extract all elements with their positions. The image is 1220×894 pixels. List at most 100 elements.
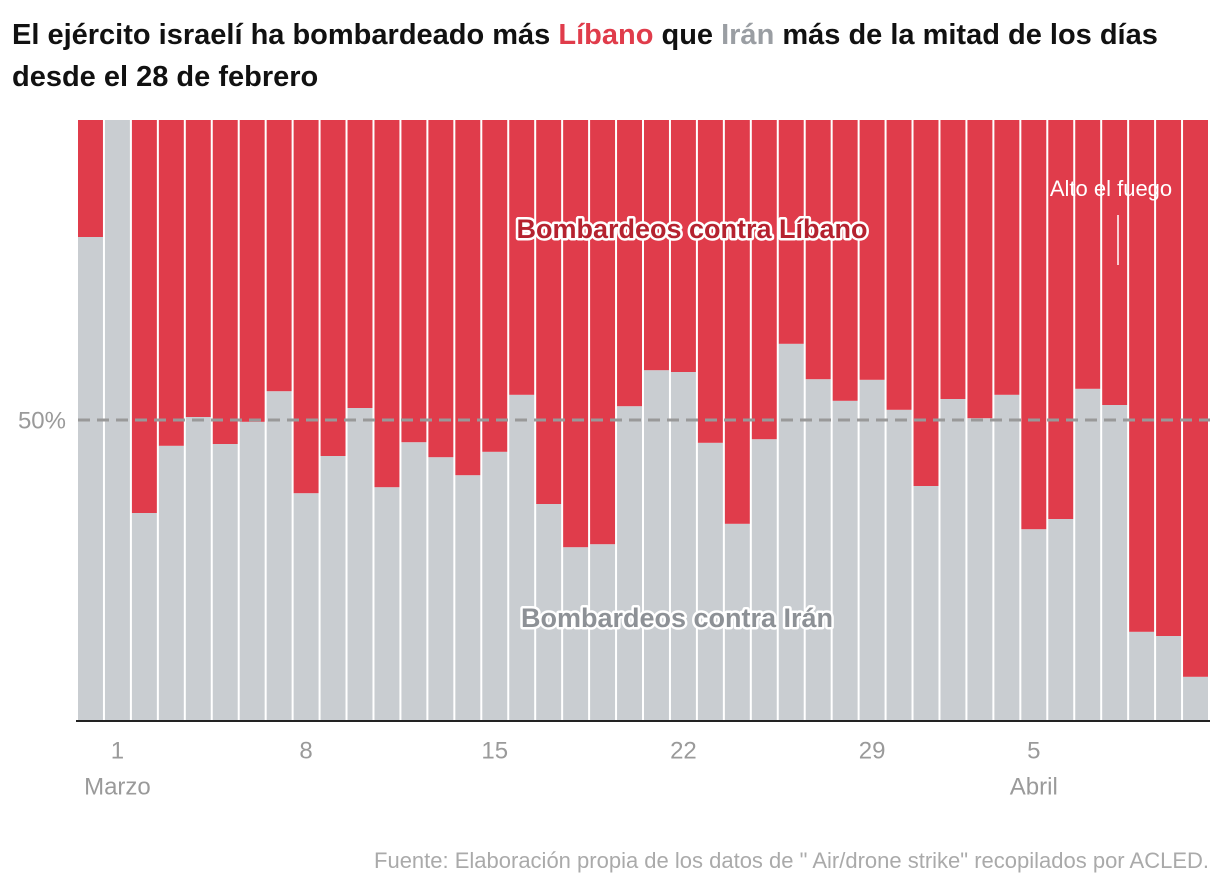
x-tick-label: 5: [1027, 737, 1040, 764]
x-tick-label: 29: [859, 737, 886, 764]
source: Fuente: Elaboración propia de los datos …: [374, 848, 1209, 873]
bar-segment: [590, 544, 616, 720]
bar-segment: [805, 120, 831, 380]
bar-segment: [158, 445, 184, 720]
month-label: Abril: [1010, 773, 1058, 800]
bar-segment: [994, 394, 1020, 720]
bar-segment: [967, 120, 993, 419]
bar-segment: [1183, 676, 1208, 720]
bar-segment: [131, 120, 157, 513]
chart-title: El ejército israelí ha bombardeado más L…: [12, 14, 1207, 98]
bar-segment: [185, 417, 211, 720]
series-label: Bombardeos contra Irán: [521, 603, 833, 633]
bar-segment: [886, 409, 912, 720]
y-tick-label: 50%: [18, 407, 66, 434]
bar-segment: [1129, 631, 1155, 720]
bar-segment: [1075, 388, 1101, 720]
bar-segment: [670, 120, 696, 372]
bar-segment: [1075, 120, 1101, 389]
bar-segment: [320, 120, 346, 456]
x-tick-label: 15: [481, 737, 508, 764]
bar-segment: [563, 547, 589, 720]
series-label: Bombardeos contra Líbano: [516, 214, 867, 244]
title-part: Irán: [721, 19, 775, 51]
bar-segment: [940, 399, 966, 720]
x-tick-label: 1: [111, 737, 124, 764]
bar-segment: [697, 442, 723, 720]
bar-segment: [509, 394, 535, 720]
bar-segment: [967, 418, 993, 720]
bar-segment: [78, 120, 103, 237]
bar-segment: [1129, 120, 1155, 632]
x-tick-label: 22: [670, 737, 697, 764]
bar-segment: [940, 120, 966, 399]
bar-segment: [994, 120, 1020, 395]
bar-segment: [131, 513, 157, 720]
bar-segment: [644, 370, 669, 720]
bar-segment: [428, 457, 454, 720]
bar-segment: [509, 120, 535, 395]
bar-segment: [859, 379, 885, 720]
bar-segment: [590, 120, 616, 545]
bar-segment: [401, 120, 427, 443]
bar-segment: [1156, 636, 1182, 720]
bar-segment: [1048, 120, 1074, 519]
x-tick-label: 8: [299, 737, 312, 764]
bar-segment: [670, 372, 696, 720]
bar-segment: [320, 456, 346, 720]
annotation: Alto el fuego: [1050, 176, 1172, 201]
bar-segment: [1048, 519, 1074, 720]
bar-segment: [724, 120, 750, 524]
bar-segment: [455, 120, 481, 476]
bar-segment: [644, 120, 669, 371]
title-part: que: [653, 19, 722, 51]
bar-segment: [212, 444, 238, 720]
bar-segment: [563, 120, 589, 548]
bar-segment: [374, 120, 400, 488]
bar-segment: [212, 120, 238, 444]
bar-segment: [1183, 120, 1208, 677]
bar-segment: [185, 120, 211, 417]
bar-segment: [832, 400, 858, 720]
bar-segment: [778, 120, 804, 344]
bar-segment: [401, 442, 427, 720]
bar-segment: [239, 421, 265, 720]
bar-segment: [1156, 120, 1182, 636]
bar-segment: [293, 120, 319, 494]
title-part: Líbano: [558, 19, 654, 51]
bar-segment: [536, 120, 562, 504]
bar-segment: [78, 237, 103, 720]
bar-segment: [428, 120, 454, 458]
bar-segment: [266, 391, 292, 720]
bar-segment: [724, 523, 750, 720]
bar-segment: [805, 379, 831, 720]
bar-segment: [536, 504, 562, 720]
bar-segment: [697, 120, 723, 443]
bar-segment: [617, 406, 642, 720]
bar-segment: [913, 486, 939, 720]
bar-segment: [158, 120, 184, 446]
bar-segment: [374, 487, 400, 720]
bar-segment: [347, 408, 373, 720]
bar-segment: [751, 120, 777, 440]
bar-segment: [617, 120, 642, 407]
bar-segment: [1021, 529, 1047, 720]
bar-segment: [347, 120, 373, 408]
bar-segment: [455, 475, 481, 720]
bar-segment: [1102, 120, 1128, 405]
month-label: Marzo: [84, 773, 151, 800]
bar-segment: [751, 439, 777, 720]
bar-segment: [1102, 405, 1128, 720]
bars: [78, 120, 1208, 720]
bar-segment: [859, 120, 885, 380]
title-part: El ejército israelí ha bombardeado más: [12, 19, 559, 51]
bar-segment: [1021, 120, 1047, 530]
bar-segment: [482, 120, 508, 452]
bar-segment: [832, 120, 858, 401]
bar-segment: [266, 120, 292, 392]
bar-segment: [239, 120, 265, 422]
bar-segment: [913, 120, 939, 486]
bar-segment: [293, 493, 319, 720]
